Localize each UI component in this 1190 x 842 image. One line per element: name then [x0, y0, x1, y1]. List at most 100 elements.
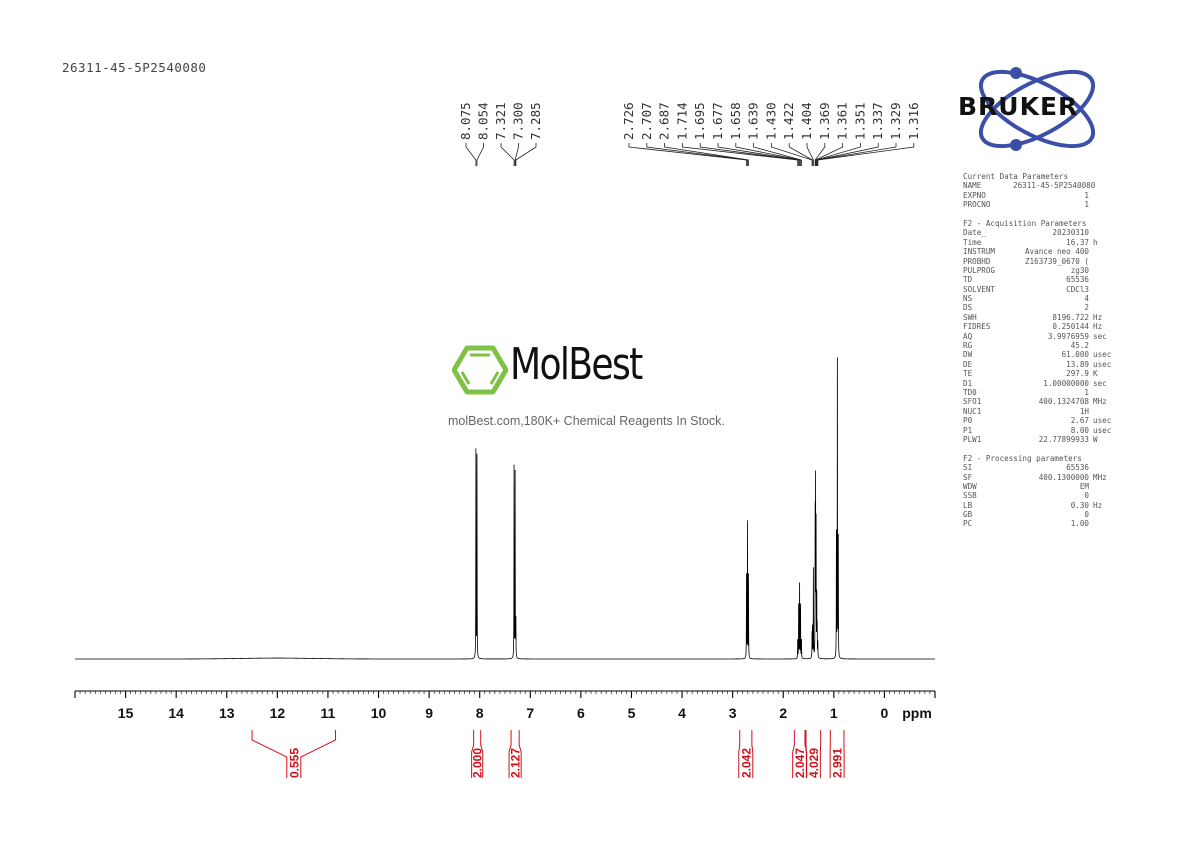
peak-label-leader [717, 143, 800, 166]
param-value: 20230310 [1052, 228, 1089, 238]
peak-label-leader [465, 143, 477, 166]
param-unit [1089, 247, 1093, 256]
x-tick-label: 3 [729, 705, 737, 721]
param-value: 22.77899933 [1038, 434, 1089, 444]
param-value: 400.1300000 [1038, 472, 1089, 482]
param-key: TD0 [963, 387, 977, 397]
param-unit [1089, 257, 1093, 266]
param-key: DE [963, 359, 973, 369]
peak-label: 1.422 [781, 102, 796, 140]
peak-label: 1.430 [763, 102, 778, 140]
param-key: PLW1 [963, 434, 982, 444]
x-tick-label: 0 [881, 705, 889, 721]
integral-value: 2.127 [509, 748, 523, 778]
param-value: 1.00000000 [1043, 378, 1089, 388]
param-row: P0 2.67 usec [963, 416, 1111, 425]
param-key: GB [963, 510, 973, 520]
peak-label: 1.658 [728, 102, 743, 140]
peak-label-leader [735, 143, 801, 166]
param-key: Date_ [963, 228, 986, 238]
param-value: 0.250144 [1052, 322, 1089, 332]
param-row: SI 65536 [963, 463, 1111, 472]
param-row: P1 8.00 usec [963, 426, 1111, 435]
param-key: EXPNO [963, 190, 986, 200]
param-unit [1089, 266, 1093, 275]
param-row: PC 1.00 [963, 519, 1111, 528]
sample-id: 26311-45-5P2540080 [62, 60, 207, 75]
param-unit [1089, 491, 1093, 500]
peak-label-leader [788, 143, 813, 166]
param-key: SI [963, 463, 973, 473]
peak-label: 7.300 [511, 102, 526, 140]
param-row: DW 61.000 usec [963, 350, 1111, 359]
param-unit [1089, 407, 1093, 416]
peak-label: 7.285 [528, 102, 543, 140]
param-unit [1089, 519, 1093, 528]
param-row: AQ 3.9976959 sec [963, 332, 1111, 341]
peak-label-leader [771, 143, 813, 166]
param-value: 2 [1084, 303, 1089, 313]
param-unit [1089, 181, 1093, 190]
peak-label-leader [806, 143, 814, 166]
integral-bracket [508, 730, 512, 778]
param-unit: usec [1093, 350, 1112, 360]
integral-bracket [792, 730, 795, 778]
peak-label: 1.714 [674, 102, 689, 140]
param-unit [1089, 341, 1093, 350]
param-key: D1 [963, 378, 973, 388]
peak-label-leader [515, 143, 537, 166]
param-row: SFO1 400.1324708 MHz [963, 397, 1111, 406]
x-tick-label: 4 [678, 705, 686, 721]
param-key: TD [963, 275, 973, 285]
param-key: DS [963, 303, 973, 313]
param-row: RG 45.2 [963, 341, 1111, 350]
x-tick-label: 2 [779, 705, 787, 721]
param-row: SSB 0 [963, 491, 1111, 500]
x-tick-label: 11 [321, 705, 336, 721]
peak-label: 1.351 [852, 102, 867, 140]
peak-label-leader [682, 143, 799, 166]
param-row: SF 400.1300000 MHz [963, 473, 1111, 482]
integral-bracket [251, 730, 288, 778]
bruker-wordmark: BRUKER [958, 92, 1079, 121]
x-axis-label: ppm [902, 705, 932, 721]
peak-label-leader [816, 143, 897, 166]
param-unit [1089, 482, 1093, 491]
param-value: 0 [1084, 491, 1089, 501]
param-value: 26311-45-5P2540080 [1013, 181, 1096, 191]
integral-value: 2.042 [739, 748, 753, 778]
integral-value: 0.555 [287, 748, 301, 778]
param-value: 13.89 [1066, 359, 1089, 369]
param-row: SWH 8196.722 Hz [963, 313, 1111, 322]
peak-label-leader [815, 143, 843, 166]
param-unit [1089, 388, 1093, 397]
integral-value: 2.991 [831, 748, 845, 778]
param-unit: Hz [1093, 312, 1103, 322]
param-key: PC [963, 519, 973, 529]
peak-label-leader [815, 143, 861, 166]
param-row: TD 65536 [963, 275, 1111, 284]
param-value: 8.00 [1070, 425, 1089, 435]
param-value: 16.37 [1066, 237, 1089, 247]
param-row: FIDRES 0.250144 Hz [963, 322, 1111, 331]
param-key: P1 [963, 425, 973, 435]
peak-label: 1.316 [906, 102, 921, 140]
param-value: 1 [1084, 200, 1089, 210]
param-row: PROBHD Z163739_0670 ( [963, 257, 1111, 266]
peak-label: 1.695 [692, 102, 707, 140]
param-value: 1 [1084, 387, 1089, 397]
param-section-title: Current Data Parameters [963, 172, 1069, 181]
param-row: SOLVENT CDCl3 [963, 285, 1111, 294]
param-key: NAME [963, 181, 982, 191]
peak-label-leader [753, 143, 802, 166]
param-value: 297.9 [1066, 369, 1089, 379]
param-key: WDW [963, 481, 977, 491]
param-unit [1089, 191, 1093, 200]
param-unit [1089, 303, 1093, 312]
param-unit [1089, 463, 1093, 472]
param-row: WDW EM [963, 482, 1111, 491]
x-tick-label: 8 [476, 705, 484, 721]
param-row: NS 4 [963, 294, 1111, 303]
param-section-title: F2 - Acquisition Parameters [963, 218, 1087, 228]
